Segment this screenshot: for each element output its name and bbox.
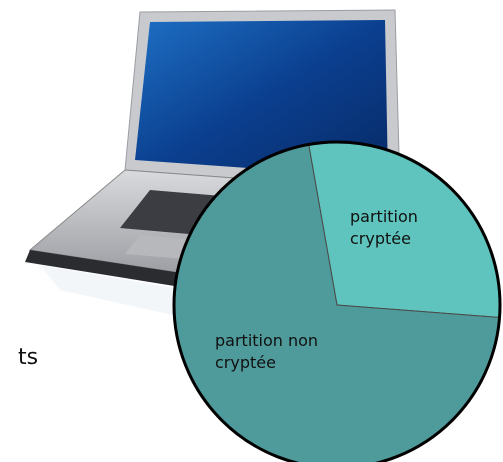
pie [172, 140, 502, 462]
slice-label: partition non cryptée [215, 331, 319, 372]
pie-outline [172, 140, 502, 462]
annotation: ts [18, 345, 38, 370]
slice-label: partition cryptée [350, 207, 418, 248]
